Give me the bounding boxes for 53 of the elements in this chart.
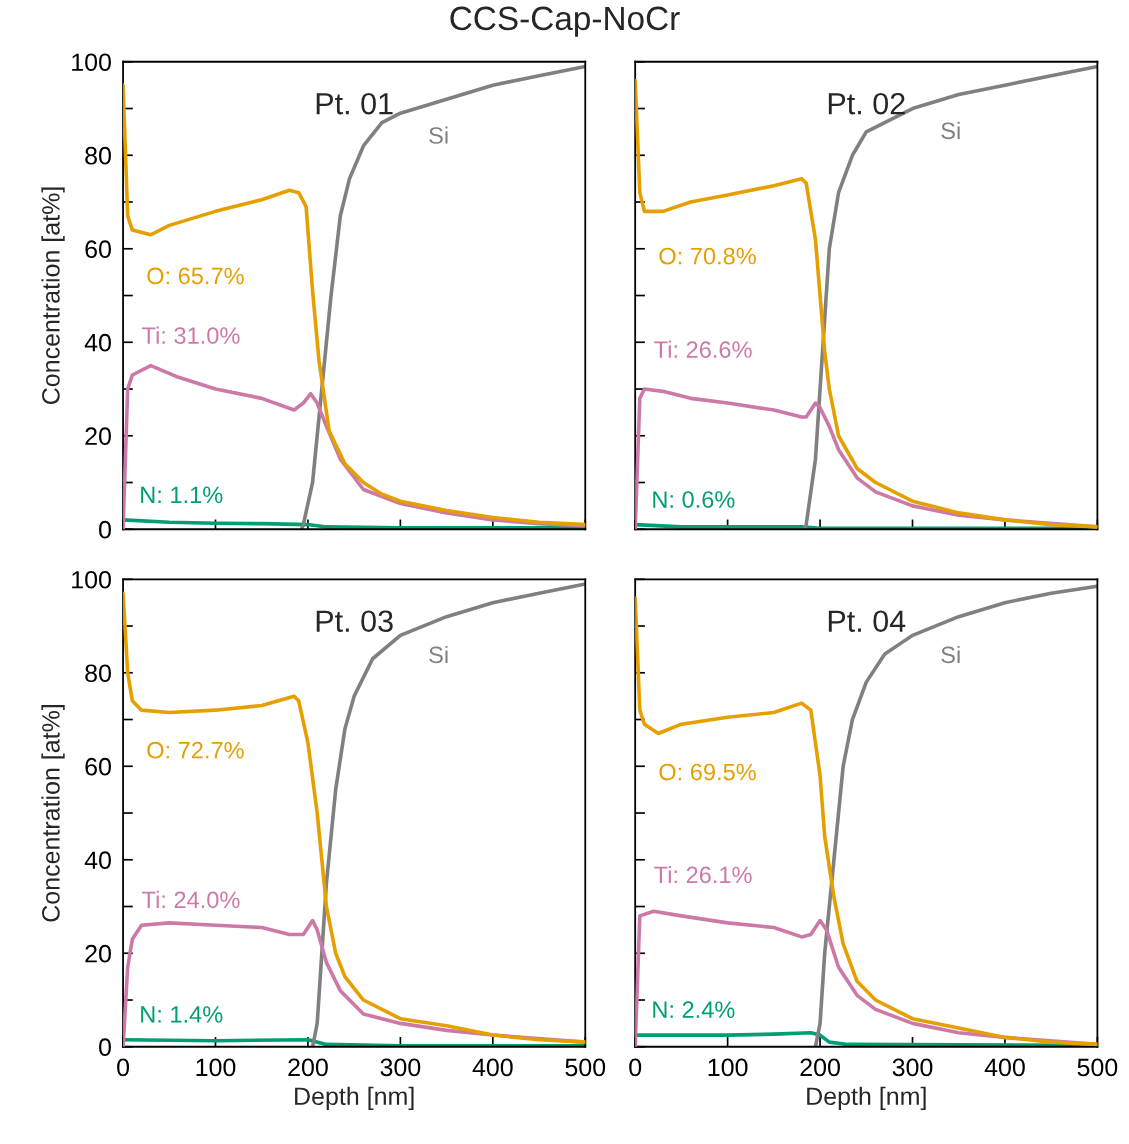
y-tick-label: 60: [85, 757, 111, 776]
text: Pt. 02: [828, 92, 905, 115]
x-tick-label: 0: [629, 1058, 642, 1077]
series-label: Si: [429, 645, 448, 664]
series-label: Si: [941, 121, 960, 140]
x-tick-label: 100: [708, 1058, 748, 1077]
series-label: Ti: 24.0%: [142, 890, 240, 909]
x-tick-label: 200: [800, 1058, 840, 1077]
line-series: [310, 582, 586, 1047]
line-series: [123, 83, 586, 527]
x-tick-label: 300: [892, 1058, 933, 1077]
x-tick-label: 300: [380, 1058, 421, 1077]
x-tick-label: 500: [565, 1058, 606, 1077]
series-label: O: 70.8%: [659, 247, 756, 265]
y-tick-label: 100: [72, 53, 111, 72]
text: Pt. 01: [316, 92, 393, 115]
y-tick-label: 80: [85, 146, 111, 165]
series-label: O: 72.7%: [147, 741, 244, 759]
y-axis-title: Concentration [at%]: [41, 705, 65, 922]
series-label: O: 69.5%: [659, 763, 756, 781]
series-label: N: 0.6%: [653, 491, 735, 508]
series-label: Si: [429, 126, 448, 144]
y-tick-label: 20: [85, 427, 111, 446]
line-series: [123, 591, 586, 1044]
series-label: Ti: 26.6%: [654, 340, 752, 358]
text: Pt. 04: [828, 610, 906, 633]
y-tick-label: 40: [84, 851, 111, 870]
series-label: Si: [941, 645, 960, 664]
series-label: Ti: 31.0%: [142, 326, 240, 344]
x-tick-label: 100: [196, 1058, 236, 1077]
x-tick-label: 400: [472, 1058, 513, 1077]
series-label: N: 1.1%: [141, 486, 223, 504]
x-tick-label: 200: [288, 1058, 328, 1077]
y-tick-label: 40: [84, 333, 111, 352]
series-label: N: 2.4%: [653, 1001, 735, 1018]
y-tick-label: 0: [99, 1038, 111, 1057]
x-axis-title: Depth [nm]: [295, 1086, 414, 1111]
y-tick-label: 20: [85, 944, 111, 963]
x-tick-label: 0: [117, 1058, 130, 1077]
x-axis-title: Depth [nm]: [807, 1086, 926, 1111]
y-tick-label: 60: [85, 240, 111, 259]
chart-subtitle: CCS-Cap-NoCr: [450, 6, 680, 37]
series-label: N: 1.4%: [141, 1006, 223, 1023]
text: Pt. 03: [316, 610, 393, 633]
y-tick-label: 80: [85, 664, 111, 683]
x-tick-label: 400: [984, 1058, 1025, 1077]
series-label: Ti: 26.1%: [654, 865, 752, 884]
y-axis-title: Concentration [at%]: [41, 187, 65, 405]
line-series: [299, 64, 586, 530]
y-tick-label: 100: [72, 570, 111, 589]
x-tick-label: 500: [1077, 1058, 1118, 1077]
y-tick-label: 0: [99, 520, 111, 539]
series-label: O: 65.7%: [147, 267, 244, 285]
